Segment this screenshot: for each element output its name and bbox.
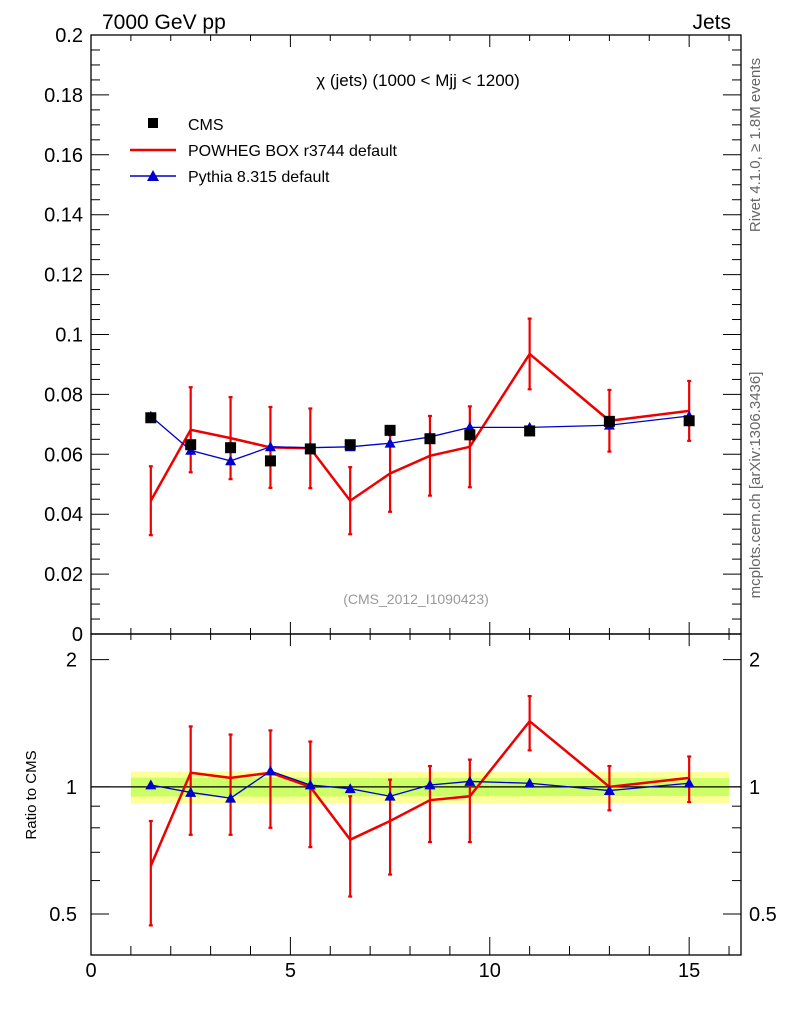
legend-pythia-marker (147, 170, 159, 181)
pythia-point (225, 455, 237, 466)
ratio-ytick-label-right: 0.5 (749, 904, 777, 926)
main-axis-ticks: 0 0.02 0.04 0.06 0.08 0.1 0.12 0.14 0.16 0.18 0.2 (44, 25, 741, 646)
ratio-pythia-point (145, 779, 157, 790)
ratio-pythia-point (464, 775, 476, 786)
ratio-pythia-point (424, 779, 436, 790)
watermark-label: (CMS_2012_I1090423) (343, 591, 489, 607)
rivet-version-label: Rivet 4.1.0, ≥ 1.8M events (747, 58, 764, 232)
legend-cms-marker (148, 118, 158, 128)
chart-title: χ (jets) (1000 < Mjj < 1200) (316, 71, 520, 90)
ratio-pythia-point (185, 786, 197, 797)
ratio-ytick-label: 0.5 (49, 904, 77, 926)
legend: CMS POWHEG BOX r3744 default Pythia 8.31… (130, 117, 398, 186)
ratio-pythia-point (264, 765, 276, 776)
main-ytick-label: 0.18 (44, 85, 83, 107)
ratio-pythia-point (384, 790, 396, 801)
ratio-powheg-line (149, 719, 690, 867)
mcplots-label: mcplots.cern.ch [arXiv:1306.3436] (747, 372, 764, 599)
main-ytick-label: 0.2 (55, 25, 83, 47)
ratio-pythia-point (304, 779, 316, 790)
header-left-label: 7000 GeV pp (102, 11, 226, 34)
pythia-point (384, 437, 396, 448)
legend-pythia-label: Pythia 8.315 default (188, 169, 330, 186)
ratio-pythia-point (524, 777, 536, 788)
header-right-label: Jets (692, 11, 731, 34)
main-ytick-label: 0.12 (44, 265, 83, 287)
main-ytick-label: 0.04 (44, 504, 83, 526)
pythia-point (264, 441, 276, 452)
xtick-label: 5 (285, 960, 296, 982)
powheg-line (149, 352, 690, 503)
ratio-pythia-point (225, 792, 237, 803)
ratio-ytick-label: 1 (66, 777, 77, 799)
ratio-frame (90, 633, 742, 956)
ratio-pythia-point (603, 785, 615, 795)
ratio-pythia-point (344, 783, 356, 794)
xtick-label: 0 (85, 960, 96, 982)
pythia-line (150, 415, 690, 462)
ratio-series-group (145, 694, 695, 927)
ratio-ytick-label: 2 (66, 650, 77, 672)
main-ytick-label: 0.16 (44, 145, 83, 167)
main-ytick-label: 0.06 (44, 444, 83, 466)
ratio-ytick-label-right: 2 (749, 650, 760, 672)
pythia-point (464, 421, 476, 432)
ratio-pythia-line (150, 770, 690, 799)
main-ytick-label: 0.1 (55, 325, 83, 347)
xtick-label: 10 (479, 960, 501, 982)
ratio-pythia-point (683, 777, 695, 788)
ratio-ytick-label-right: 1 (749, 777, 760, 799)
plot-frames (90, 34, 742, 956)
main-ytick-label: 0.02 (44, 564, 83, 586)
main-ytick-label: 0.08 (44, 384, 83, 406)
ratio-axis-label: Ratio to CMS (23, 750, 40, 839)
main-series-group (145, 317, 695, 537)
xtick-label: 15 (678, 960, 700, 982)
main-ytick-label: 0 (72, 624, 83, 646)
main-ytick-label: 0.14 (44, 205, 83, 227)
legend-cms-label: CMS (188, 117, 224, 134)
legend-powheg-label: POWHEG BOX r3744 default (188, 143, 398, 160)
